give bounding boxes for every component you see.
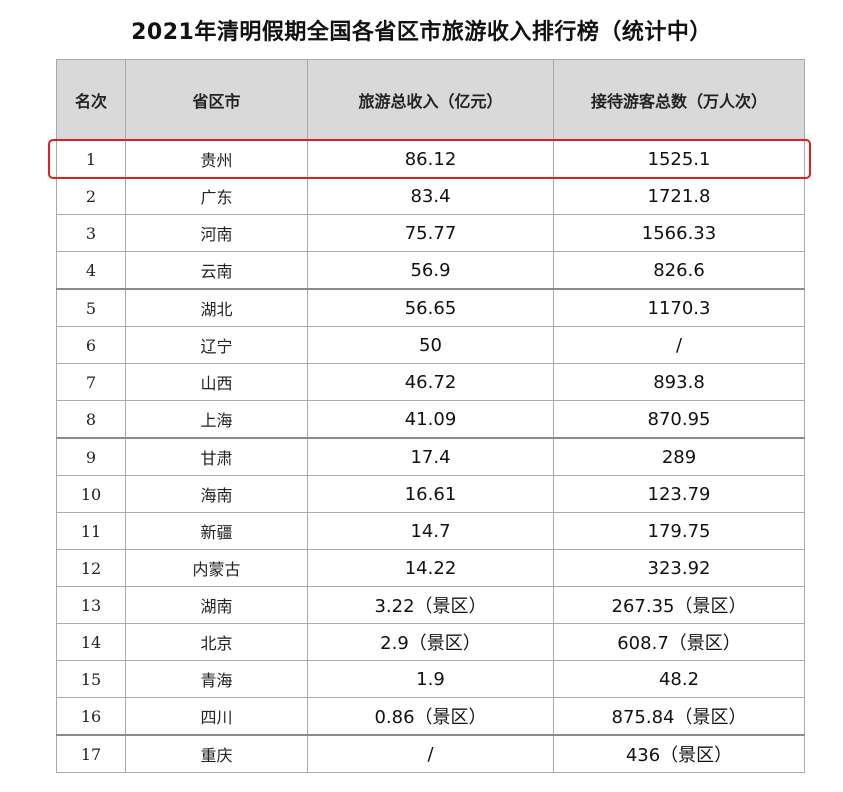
table-row: 10 海南 16.61 123.79: [56, 475, 805, 513]
table-row: 17 重庆 / 436（景区）: [56, 734, 805, 773]
province-cell: 山西: [125, 363, 308, 401]
visitors-cell: 436（景区）: [553, 734, 805, 773]
table-row: 9 甘肃 17.4 289: [56, 437, 805, 476]
revenue-cell: 56.65: [307, 288, 554, 327]
revenue-cell: /: [307, 734, 554, 773]
visitors-cell: 48.2: [553, 660, 805, 698]
header-visitors: 接待游客总数（万人次）: [553, 59, 805, 141]
rank-cell: 2: [56, 177, 126, 215]
rank-cell: 12: [56, 549, 126, 587]
province-cell: 辽宁: [125, 326, 308, 364]
province-cell: 重庆: [125, 734, 308, 773]
table-row: 11 新疆 14.7 179.75: [56, 512, 805, 550]
table-row: 1 贵州 86.12 1525.1: [56, 140, 805, 178]
table-row: 6 辽宁 50 /: [56, 326, 805, 364]
visitors-cell: 123.79: [553, 475, 805, 513]
rank-cell: 3: [56, 214, 126, 252]
revenue-cell: 14.22: [307, 549, 554, 587]
revenue-cell: 50: [307, 326, 554, 364]
visitors-cell: 323.92: [553, 549, 805, 587]
table-row: 12 内蒙古 14.22 323.92: [56, 549, 805, 587]
revenue-cell: 75.77: [307, 214, 554, 252]
visitors-cell: 289: [553, 437, 805, 476]
rank-cell: 5: [56, 288, 126, 327]
table-row: 15 青海 1.9 48.2: [56, 660, 805, 698]
revenue-cell: 2.9（景区）: [307, 623, 554, 661]
table-row: 16 四川 0.86（景区） 875.84（景区）: [56, 697, 805, 736]
revenue-cell: 83.4: [307, 177, 554, 215]
province-cell: 湖北: [125, 288, 308, 327]
header-rank: 名次: [56, 59, 126, 141]
table-row: 8 上海 41.09 870.95: [56, 400, 805, 439]
visitors-cell: 893.8: [553, 363, 805, 401]
province-cell: 湖南: [125, 586, 308, 624]
table-row: 13 湖南 3.22（景区） 267.35（景区）: [56, 586, 805, 624]
table-row: 14 北京 2.9（景区） 608.7（景区）: [56, 623, 805, 661]
province-cell: 内蒙古: [125, 549, 308, 587]
visitors-cell: 179.75: [553, 512, 805, 550]
revenue-cell: 41.09: [307, 400, 554, 439]
rank-cell: 4: [56, 251, 126, 290]
revenue-cell: 3.22（景区）: [307, 586, 554, 624]
revenue-cell: 1.9: [307, 660, 554, 698]
province-cell: 河南: [125, 214, 308, 252]
visitors-cell: 608.7（景区）: [553, 623, 805, 661]
visitors-cell: 870.95: [553, 400, 805, 439]
header-revenue: 旅游总收入（亿元）: [307, 59, 554, 141]
visitors-cell: 1170.3: [553, 288, 805, 327]
visitors-cell: 875.84（景区）: [553, 697, 805, 736]
province-cell: 青海: [125, 660, 308, 698]
visitors-cell: 1721.8: [553, 177, 805, 215]
table-row: 5 湖北 56.65 1170.3: [56, 288, 805, 327]
province-cell: 北京: [125, 623, 308, 661]
revenue-cell: 16.61: [307, 475, 554, 513]
rank-cell: 16: [56, 697, 126, 736]
rank-cell: 14: [56, 623, 126, 661]
visitors-cell: 826.6: [553, 251, 805, 290]
province-cell: 贵州: [125, 140, 308, 178]
rank-cell: 8: [56, 400, 126, 439]
rank-cell: 17: [56, 734, 126, 773]
rank-cell: 9: [56, 437, 126, 476]
province-cell: 甘肃: [125, 437, 308, 476]
visitors-cell: 1566.33: [553, 214, 805, 252]
revenue-cell: 56.9: [307, 251, 554, 290]
table-row: 4 云南 56.9 826.6: [56, 251, 805, 290]
province-cell: 四川: [125, 697, 308, 736]
revenue-cell: 46.72: [307, 363, 554, 401]
ranking-table: 名次 省区市 旅游总收入（亿元） 接待游客总数（万人次） 1 贵州 86.12 …: [56, 59, 805, 773]
page-title: 2021年清明假期全国各省区市旅游收入排行榜（统计中）: [131, 20, 712, 45]
table-header-row: 名次 省区市 旅游总收入（亿元） 接待游客总数（万人次）: [56, 59, 805, 141]
province-cell: 广东: [125, 177, 308, 215]
province-cell: 云南: [125, 251, 308, 290]
revenue-cell: 0.86（景区）: [307, 697, 554, 736]
table-row: 3 河南 75.77 1566.33: [56, 214, 805, 252]
rank-cell: 15: [56, 660, 126, 698]
province-cell: 新疆: [125, 512, 308, 550]
rank-cell: 13: [56, 586, 126, 624]
rank-cell: 11: [56, 512, 126, 550]
rank-cell: 6: [56, 326, 126, 364]
rank-cell: 10: [56, 475, 126, 513]
province-cell: 海南: [125, 475, 308, 513]
header-province: 省区市: [125, 59, 308, 141]
rank-cell: 7: [56, 363, 126, 401]
revenue-cell: 14.7: [307, 512, 554, 550]
visitors-cell: 1525.1: [553, 140, 805, 178]
table-row: 2 广东 83.4 1721.8: [56, 177, 805, 215]
rank-cell: 1: [56, 140, 126, 178]
province-cell: 上海: [125, 400, 308, 439]
visitors-cell: 267.35（景区）: [553, 586, 805, 624]
revenue-cell: 86.12: [307, 140, 554, 178]
visitors-cell: /: [553, 326, 805, 364]
table-row: 7 山西 46.72 893.8: [56, 363, 805, 401]
revenue-cell: 17.4: [307, 437, 554, 476]
